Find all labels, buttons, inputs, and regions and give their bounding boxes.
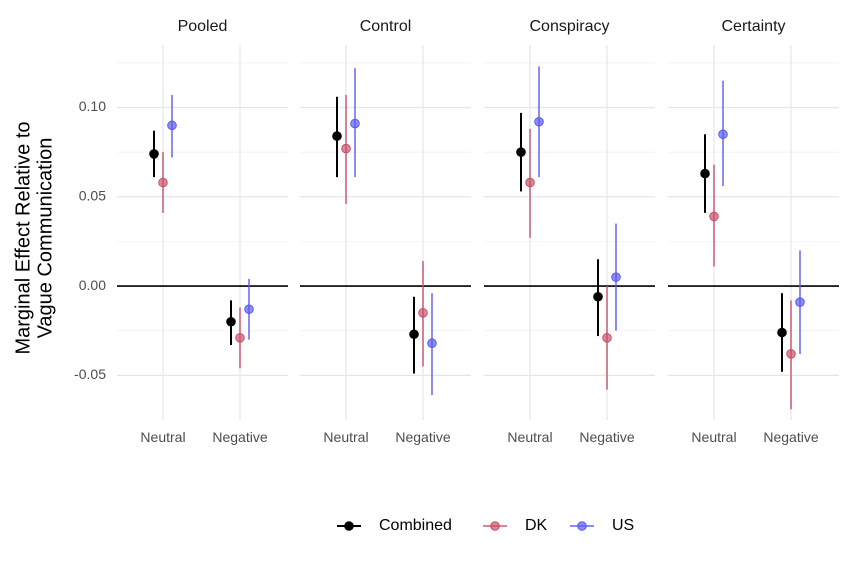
point-combined bbox=[226, 316, 236, 327]
point-us bbox=[350, 118, 360, 129]
point-dk bbox=[235, 333, 245, 343]
x-tick-label: Neutral bbox=[507, 429, 552, 445]
point-dk bbox=[786, 349, 796, 359]
point-combined bbox=[777, 327, 787, 338]
x-tick-label: Negative bbox=[579, 429, 634, 445]
facet-panels: Pooled Neutral Negative Control Neutral Negat… bbox=[117, 18, 839, 445]
x-tick-label: Negative bbox=[212, 429, 267, 445]
x-tick-label: Negative bbox=[763, 429, 818, 445]
panel-pooled: Pooled Neutral Negative bbox=[117, 18, 288, 445]
legend-key-point bbox=[577, 521, 587, 531]
x-tick-label: Neutral bbox=[140, 429, 185, 445]
point-dk bbox=[418, 308, 428, 318]
y-tick-label: -0.05 bbox=[74, 366, 106, 382]
panel-certainty: Certainty Neutral Negative bbox=[668, 18, 839, 445]
point-dk bbox=[341, 143, 351, 154]
x-tick-label: Negative bbox=[395, 429, 450, 445]
point-combined bbox=[409, 329, 419, 340]
y-axis-title-line: Marginal Effect Relative to bbox=[12, 121, 34, 354]
panel-control: Control Neutral Negative bbox=[300, 18, 471, 445]
panel-conspiracy: Conspiracy Neutral Negative bbox=[484, 18, 655, 445]
y-tick-label: 0.05 bbox=[79, 187, 106, 203]
legend-key-point bbox=[344, 521, 354, 531]
point-dk bbox=[525, 177, 535, 188]
point-combined bbox=[149, 149, 159, 159]
legend-key-point bbox=[490, 521, 500, 531]
point-dk bbox=[709, 211, 719, 222]
legend: Combined DK US bbox=[337, 517, 634, 534]
y-tick-label: 0.00 bbox=[79, 277, 106, 293]
x-tick-label: Neutral bbox=[323, 429, 368, 445]
point-combined bbox=[700, 168, 710, 179]
y-tick-label: 0.10 bbox=[79, 98, 106, 114]
point-combined bbox=[516, 147, 526, 157]
point-us bbox=[534, 116, 544, 127]
legend-label: US bbox=[612, 517, 634, 534]
point-us bbox=[167, 120, 177, 131]
point-us bbox=[795, 297, 805, 307]
y-axis-title: Marginal Effect Relative to Vague Communi… bbox=[12, 98, 106, 382]
panel-title: Pooled bbox=[178, 18, 228, 35]
point-combined bbox=[332, 131, 342, 141]
panel-title: Control bbox=[360, 18, 412, 35]
point-combined bbox=[593, 291, 603, 302]
point-us bbox=[244, 304, 254, 315]
y-axis-title-line: Vague Communication bbox=[34, 138, 56, 339]
panel-title: Conspiracy bbox=[529, 18, 609, 35]
point-us bbox=[611, 272, 621, 282]
point-us bbox=[718, 129, 728, 140]
point-dk bbox=[602, 333, 612, 343]
point-dk bbox=[158, 177, 168, 188]
legend-label: DK bbox=[525, 517, 548, 534]
point-us bbox=[427, 338, 437, 349]
x-tick-label: Neutral bbox=[691, 429, 736, 445]
legend-label: Combined bbox=[379, 517, 452, 534]
panel-title: Certainty bbox=[721, 18, 785, 35]
